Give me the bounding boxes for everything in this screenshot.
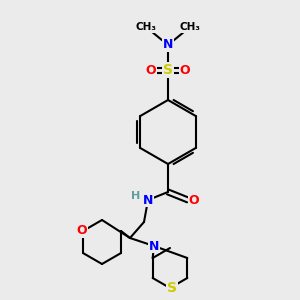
Text: O: O [189, 194, 199, 206]
Text: N: N [143, 194, 153, 206]
Text: CH₃: CH₃ [136, 22, 157, 32]
Text: O: O [76, 224, 87, 238]
Text: H: H [131, 191, 141, 201]
Text: O: O [146, 64, 156, 76]
Text: O: O [180, 64, 190, 76]
Text: CH₃: CH₃ [179, 22, 200, 32]
Text: S: S [167, 281, 177, 295]
Text: S: S [163, 63, 173, 77]
Text: N: N [149, 239, 159, 253]
Text: N: N [163, 38, 173, 52]
